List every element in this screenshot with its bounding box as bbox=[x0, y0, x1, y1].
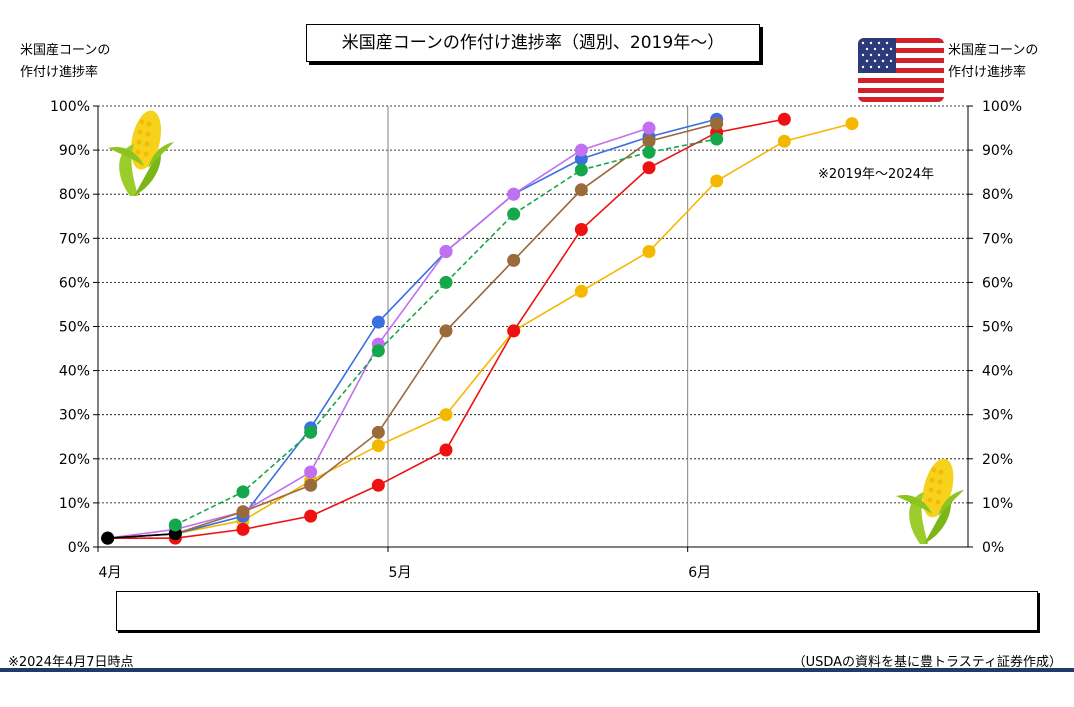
axes: 0% 0% 10% 10% 20% 20% 30% 30% 40% 40% 50% 50% 60% 60%… bbox=[50, 99, 1022, 581]
data-point bbox=[642, 145, 656, 159]
y-tick-label-left: 80% bbox=[59, 187, 90, 203]
data-point bbox=[371, 425, 385, 439]
data-point bbox=[371, 315, 385, 329]
data-point bbox=[304, 509, 318, 523]
footnote-source: （USDAの資料を基に豊トラスティ証券作成） bbox=[792, 655, 1062, 670]
data-point bbox=[304, 465, 318, 479]
left-axis-title: 米国産コーンの 作付け進捗率 bbox=[20, 40, 110, 84]
data-point bbox=[710, 132, 724, 146]
data-point bbox=[574, 183, 588, 197]
series-line bbox=[174, 138, 717, 526]
data-point bbox=[371, 439, 385, 453]
corn-icon-left bbox=[108, 110, 174, 196]
data-point bbox=[574, 163, 588, 177]
data-point bbox=[642, 121, 656, 135]
data-point bbox=[101, 531, 115, 545]
series-line bbox=[107, 532, 176, 539]
y-tick-label-left: 90% bbox=[59, 143, 90, 159]
series-line bbox=[107, 127, 650, 539]
data-point bbox=[574, 143, 588, 157]
data-point bbox=[371, 344, 385, 358]
y-tick-label-right: 80% bbox=[982, 187, 1013, 203]
chart-title: 米国産コーンの作付け進捗率（週別、2019年～） bbox=[306, 24, 760, 62]
y-tick-label-left: 40% bbox=[59, 364, 90, 380]
data-point bbox=[304, 425, 318, 439]
y-tick-label-right: 50% bbox=[982, 320, 1013, 336]
y-tick-label-right: 0% bbox=[982, 540, 1004, 556]
data-point bbox=[777, 112, 791, 126]
data-point bbox=[574, 284, 588, 298]
data-point bbox=[642, 245, 656, 259]
y-tick-label-left: 70% bbox=[59, 231, 90, 247]
x-tick-label: 6月 bbox=[688, 565, 711, 581]
data-point bbox=[304, 478, 318, 492]
data-point bbox=[710, 117, 724, 131]
legend-box bbox=[116, 591, 1038, 631]
data-point bbox=[236, 522, 250, 536]
us-flag-icon bbox=[858, 38, 944, 102]
y-tick-label-left: 60% bbox=[59, 275, 90, 291]
corn-icon-right bbox=[896, 458, 964, 544]
data-point bbox=[439, 443, 453, 457]
series-line bbox=[107, 122, 853, 539]
y-tick-label-left: 50% bbox=[59, 320, 90, 336]
data-point bbox=[642, 134, 656, 148]
data-point bbox=[777, 134, 791, 148]
left-axis-title-line2: 作付け進捗率 bbox=[20, 65, 99, 80]
y-tick-label-left: 30% bbox=[59, 408, 90, 424]
footnote-date: ※2024年4月7日時点 bbox=[8, 655, 134, 670]
right-axis-title: 米国産コーンの 作付け進捗率 bbox=[948, 40, 1038, 84]
right-axis-title-line1: 米国産コーンの bbox=[948, 43, 1039, 58]
data-point bbox=[168, 518, 182, 532]
data-point bbox=[574, 222, 588, 236]
data-point bbox=[439, 408, 453, 422]
y-tick-label-right: 100% bbox=[982, 99, 1022, 115]
data-point bbox=[236, 505, 250, 519]
y-tick-label-left: 10% bbox=[59, 496, 90, 512]
y-tick-label-right: 10% bbox=[982, 496, 1013, 512]
bottom-rule bbox=[0, 668, 1074, 672]
data-point bbox=[845, 117, 859, 131]
data-point bbox=[642, 161, 656, 175]
data-point bbox=[507, 253, 521, 267]
y-tick-label-right: 30% bbox=[982, 408, 1013, 424]
data-point bbox=[439, 275, 453, 289]
left-axis-title-line1: 米国産コーンの bbox=[20, 43, 111, 58]
y-tick-label-right: 90% bbox=[982, 143, 1013, 159]
right-axis-title-line2: 作付け進捗率 bbox=[948, 65, 1027, 80]
y-tick-label-right: 70% bbox=[982, 231, 1013, 247]
data-point bbox=[507, 324, 521, 338]
data-point bbox=[371, 478, 385, 492]
x-tick-label: 5月 bbox=[389, 565, 412, 581]
data-point bbox=[507, 187, 521, 201]
data-point bbox=[507, 207, 521, 221]
data-point bbox=[439, 245, 453, 259]
y-tick-label-left: 20% bbox=[59, 452, 90, 468]
period-note: ※2019年～2024年 bbox=[818, 167, 935, 182]
y-tick-label-right: 40% bbox=[982, 364, 1013, 380]
series-line bbox=[107, 122, 717, 539]
y-tick-label-left: 0% bbox=[68, 540, 90, 556]
data-point bbox=[236, 485, 250, 499]
data-point bbox=[710, 174, 724, 188]
y-tick-label-right: 60% bbox=[982, 275, 1013, 291]
grid bbox=[98, 105, 968, 547]
data-point bbox=[439, 324, 453, 338]
x-tick-label: 4月 bbox=[99, 565, 122, 581]
series-layer bbox=[101, 112, 859, 545]
series-line bbox=[107, 118, 717, 539]
y-tick-label-right: 20% bbox=[982, 452, 1013, 468]
y-tick-label-left: 100% bbox=[50, 99, 90, 115]
